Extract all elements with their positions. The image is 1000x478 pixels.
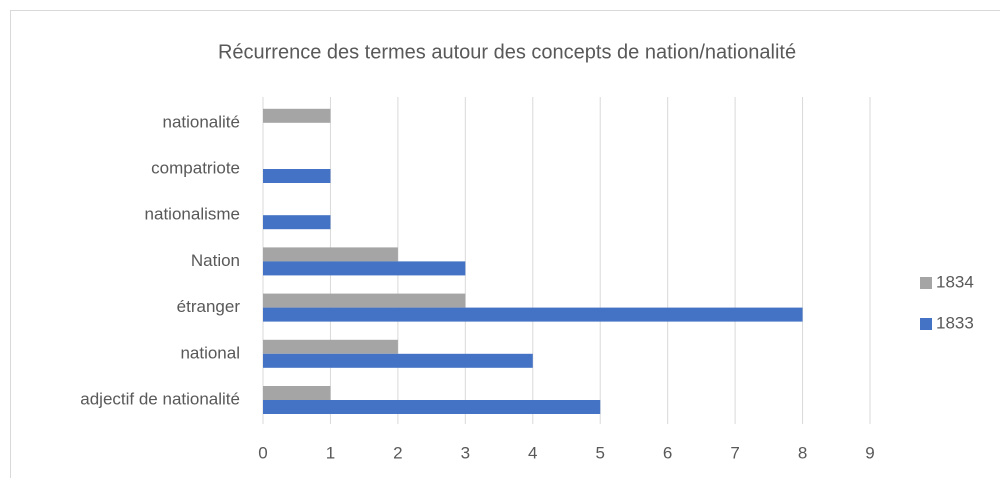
bar [263, 293, 466, 308]
x-tick-label: 0 [258, 443, 267, 462]
x-tick-label: 5 [595, 443, 604, 462]
y-tick-label: adjectif de nationalité [80, 389, 240, 408]
y-tick-label: compatriote [151, 158, 240, 177]
legend-label: 1833 [936, 313, 974, 332]
bar [263, 169, 331, 183]
x-tick-label: 8 [798, 443, 807, 462]
bar [263, 386, 331, 400]
bar [263, 353, 533, 368]
bar [263, 400, 601, 414]
y-tick-label: nationalité [162, 112, 240, 131]
x-tick-label: 6 [663, 443, 672, 462]
x-tick-label: 9 [865, 443, 874, 462]
legend-label: 1834 [936, 272, 974, 291]
x-tick-label: 4 [528, 443, 537, 462]
legend-swatch [920, 318, 932, 330]
x-tick-label: 7 [730, 443, 739, 462]
x-tick-label: 2 [393, 443, 402, 462]
bar [263, 215, 331, 230]
bar [263, 261, 466, 276]
x-tick-label: 3 [461, 443, 470, 462]
bar [263, 247, 398, 262]
x-tick-label: 1 [326, 443, 335, 462]
bar [263, 108, 331, 123]
y-tick-label: national [180, 343, 240, 362]
bar [263, 307, 803, 322]
y-tick-label: Nation [191, 251, 240, 270]
y-tick-label: nationalisme [145, 205, 240, 224]
y-tick-label: étranger [177, 297, 241, 316]
chart-title: Récurrence des termes autour des concept… [218, 41, 796, 63]
legend-swatch [920, 277, 932, 289]
bar [263, 339, 398, 354]
